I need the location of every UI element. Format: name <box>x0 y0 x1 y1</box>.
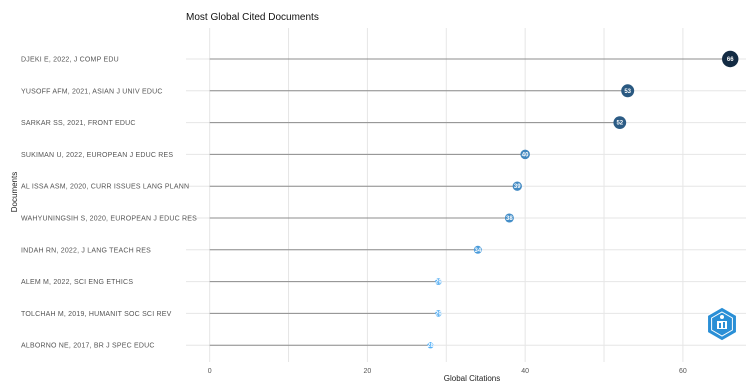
document-label: SARKAR SS, 2021, FRONT EDUC <box>21 120 136 127</box>
value-label: 39 <box>514 184 521 190</box>
x-ticks: 0 20 40 60 <box>208 368 687 375</box>
lollipop-dot <box>435 278 442 285</box>
x-tick-label: 60 <box>679 368 687 375</box>
lollipop-dot <box>613 116 627 129</box>
document-label: TOLCHAH M, 2019, HUMANIT SOC SCI REV <box>21 311 172 318</box>
value-label: 38 <box>506 216 513 222</box>
lollipop-dot <box>427 342 434 349</box>
x-tick-label: 0 <box>208 368 212 375</box>
document-label: AL ISSA ASM, 2020, CURR ISSUES LANG PLAN… <box>21 184 189 191</box>
bibliometrix-logo-icon <box>706 306 738 342</box>
grid <box>186 28 746 362</box>
document-label: YUSOFF AFM, 2021, ASIAN J UNIV EDUC <box>21 88 163 95</box>
x-tick-label: 20 <box>364 368 372 375</box>
value-label: 53 <box>624 89 631 95</box>
value-label: 29 <box>435 280 442 286</box>
value-label: 28 <box>427 343 434 349</box>
lollipop-dot <box>512 181 522 191</box>
value-label: 52 <box>616 121 623 127</box>
lollipop-dot <box>722 50 739 68</box>
lollipop-dot <box>520 149 530 160</box>
lollipop-dot <box>473 245 482 254</box>
lollipop-dot <box>504 213 514 223</box>
y-axis-title: Documents <box>10 172 19 212</box>
document-label: ALEM M, 2022, SCI ENG ETHICS <box>21 279 133 286</box>
value-label: 66 <box>727 57 734 63</box>
document-labels: DJEKI E, 2022, J COMP EDU YUSOFF AFM, 202… <box>21 57 197 350</box>
document-label: SUKIMAN U, 2022, EUROPEAN J EDUC RES <box>21 152 173 159</box>
chart-title: Most Global Cited Documents <box>186 12 319 23</box>
document-label: DJEKI E, 2022, J COMP EDU <box>21 57 119 64</box>
document-label: ALBORNO NE, 2017, BR J SPEC EDUC <box>21 343 155 350</box>
lollipop-dot <box>621 84 635 98</box>
document-label: WAHYUNINGSIH S, 2020, EUROPEAN J EDUC RE… <box>21 216 197 223</box>
lollipop-dot <box>435 310 442 317</box>
value-label: 40 <box>522 152 529 158</box>
dots: 66 53 52 40 39 38 34 29 29 28 <box>427 50 739 349</box>
value-label: 34 <box>474 248 481 254</box>
document-label: INDAH RN, 2022, J LANG TEACH RES <box>21 247 151 254</box>
x-tick-label: 40 <box>521 368 529 375</box>
x-axis-title: Global Citations <box>444 374 500 382</box>
stems <box>209 58 731 346</box>
value-label: 29 <box>435 311 442 317</box>
